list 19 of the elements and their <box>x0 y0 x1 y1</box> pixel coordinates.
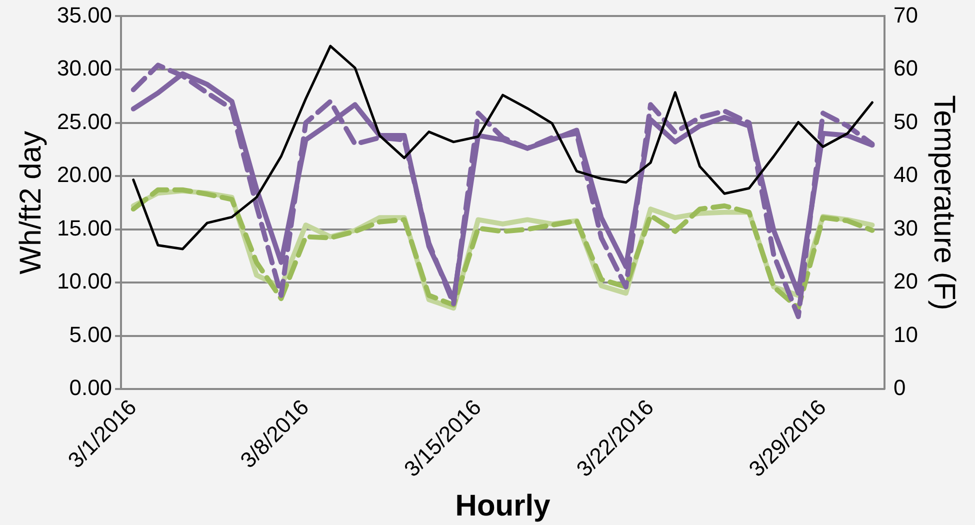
y2-tick-label: 70 <box>894 2 918 28</box>
y2-tick-label: 10 <box>894 322 918 347</box>
y-axis-title: Wh/ft2 day <box>14 130 48 274</box>
y2-tick-label: 0 <box>894 375 906 400</box>
y-tick-label: 35.00 <box>56 2 112 28</box>
y2-tick-label: 40 <box>894 162 918 188</box>
y-tick-label: 15.00 <box>56 215 112 240</box>
y2-tick-label: 60 <box>894 56 918 81</box>
y-tick-label: 30.00 <box>56 56 112 81</box>
y-tick-label: 20.00 <box>56 162 112 188</box>
y2-tick-label: 50 <box>894 108 918 134</box>
y-tick-label: 5.00 <box>69 322 112 347</box>
y2-tick-label: 30 <box>894 215 918 240</box>
y2-tick-label: 20 <box>894 268 918 294</box>
y-tick-label: 25.00 <box>56 108 112 134</box>
x-axis-title: Hourly <box>455 489 551 522</box>
y-tick-label: 0.00 <box>69 375 112 400</box>
y-tick-label: 10.00 <box>56 268 112 294</box>
y2-axis-title: Temperature (F) <box>928 95 961 310</box>
